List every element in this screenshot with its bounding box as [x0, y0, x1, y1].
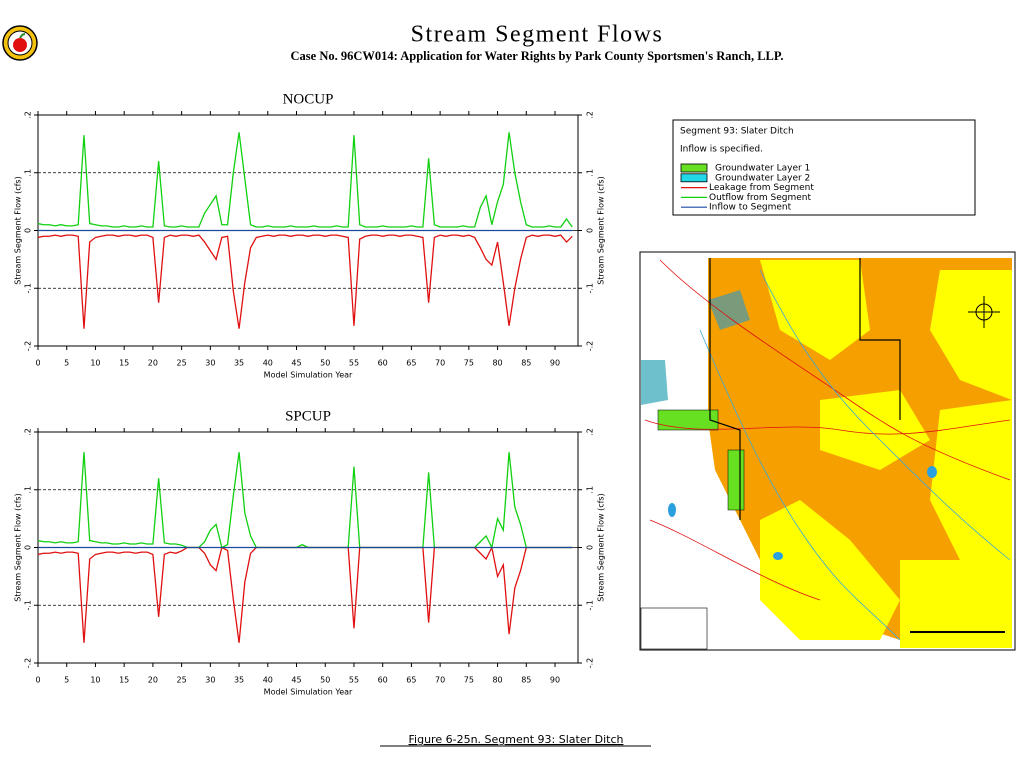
- legend-label: Outflow from Segment: [709, 193, 811, 203]
- page-subtitle: Case No. 96CW014: Application for Water …: [291, 49, 784, 63]
- y-axis-title: Stream Segment Flow (cfs): [597, 176, 606, 284]
- y-tick-label: .1: [24, 169, 33, 177]
- figure-caption: Figure 6-25n. Segment 93: Slater Ditch: [409, 733, 624, 746]
- x-tick-label: 15: [119, 359, 129, 368]
- x-tick-label: 0: [35, 359, 40, 368]
- x-tick-label: 35: [234, 676, 244, 685]
- series-line: [37, 132, 573, 228]
- x-tick-label: 30: [205, 359, 215, 368]
- y-tick-label: 0: [586, 545, 595, 550]
- y-tick-label: 0: [24, 545, 33, 550]
- x-tick-label: 5: [64, 359, 69, 368]
- x-tick-label: 25: [177, 359, 187, 368]
- y-tick-label: -.1: [24, 600, 33, 611]
- legend-label: Inflow to Segment: [709, 203, 792, 213]
- x-tick-label: 50: [320, 676, 330, 685]
- y-tick-label: -.2: [24, 341, 33, 352]
- legend-swatch: [680, 173, 708, 183]
- x-tick-label: 50: [320, 359, 330, 368]
- x-tick-label: 40: [263, 359, 273, 368]
- y-axis-title: Stream Segment Flow (cfs): [14, 176, 23, 284]
- charts: NOCUP -.2 -.2 -.1 -.1 0 0 .1 .1 .2 .2 0 5 10 15 20 25 30 3…: [14, 91, 606, 696]
- x-tick-label: 80: [492, 676, 502, 685]
- x-tick-label: 75: [464, 676, 474, 685]
- y-axis-title: Stream Segment Flow (cfs): [14, 493, 23, 601]
- x-tick-label: 65: [406, 359, 416, 368]
- x-axis-title: Model Simulation Year: [264, 688, 353, 697]
- y-tick-label: 0: [586, 228, 595, 233]
- legend-label: Groundwater Layer 2: [715, 173, 810, 183]
- x-tick-label: 90: [550, 676, 560, 685]
- map: [639, 251, 1016, 651]
- x-tick-label: 35: [234, 359, 244, 368]
- x-tick-label: 30: [205, 676, 215, 685]
- x-tick-label: 60: [378, 359, 388, 368]
- x-tick-label: 10: [90, 676, 100, 685]
- y-tick-label: .2: [24, 111, 33, 119]
- legend-label: Groundwater Layer 1: [715, 164, 810, 174]
- x-tick-label: 60: [378, 676, 388, 685]
- x-tick-label: 70: [435, 359, 445, 368]
- x-tick-label: 75: [464, 359, 474, 368]
- x-tick-label: 0: [35, 676, 40, 685]
- x-tick-label: 85: [521, 676, 531, 685]
- x-tick-label: 70: [435, 676, 445, 685]
- x-tick-label: 40: [263, 676, 273, 685]
- legend-swatch: [680, 163, 708, 173]
- x-tick-label: 15: [119, 676, 129, 685]
- y-tick-label: -.2: [586, 658, 595, 669]
- legend: Segment 93: Slater Ditch Inflow is specif…: [680, 127, 814, 213]
- chart-title: SPCUP: [285, 408, 331, 424]
- y-tick-label: .2: [586, 428, 595, 436]
- legend-title: Segment 93: Slater Ditch: [680, 127, 794, 137]
- y-tick-label: .2: [586, 111, 595, 119]
- series-line: [37, 234, 573, 329]
- x-tick-label: 45: [291, 676, 301, 685]
- legend-note: Inflow is specified.: [680, 145, 763, 155]
- y-tick-label: .2: [24, 428, 33, 436]
- y-tick-label: .1: [24, 486, 33, 494]
- y-axis-title: Stream Segment Flow (cfs): [597, 493, 606, 601]
- y-tick-label: -.1: [24, 283, 33, 294]
- x-tick-label: 55: [349, 676, 359, 685]
- x-tick-label: 20: [148, 359, 158, 368]
- x-tick-label: 10: [90, 359, 100, 368]
- y-tick-label: -.2: [24, 658, 33, 669]
- x-axis-title: Model Simulation Year: [264, 371, 353, 380]
- x-tick-label: 20: [148, 676, 158, 685]
- legend-box: [672, 119, 976, 216]
- x-tick-label: 45: [291, 359, 301, 368]
- y-tick-label: .1: [586, 169, 595, 177]
- logo: [2, 25, 38, 61]
- x-tick-label: 55: [349, 359, 359, 368]
- x-tick-label: 65: [406, 676, 416, 685]
- legend-label: Leakage from Segment: [709, 183, 814, 193]
- series-line: [37, 545, 573, 643]
- series-line: [37, 452, 573, 550]
- x-tick-label: 5: [64, 676, 69, 685]
- y-tick-label: -.1: [586, 283, 595, 294]
- y-tick-label: -.2: [586, 341, 595, 352]
- x-tick-label: 85: [521, 359, 531, 368]
- y-tick-label: .1: [586, 486, 595, 494]
- page-title: Stream Segment Flows: [411, 22, 664, 48]
- chart-title: NOCUP: [283, 91, 334, 107]
- x-tick-label: 80: [492, 359, 502, 368]
- y-tick-label: -.1: [586, 600, 595, 611]
- y-tick-label: 0: [24, 228, 33, 233]
- x-tick-label: 25: [177, 676, 187, 685]
- x-tick-label: 90: [550, 359, 560, 368]
